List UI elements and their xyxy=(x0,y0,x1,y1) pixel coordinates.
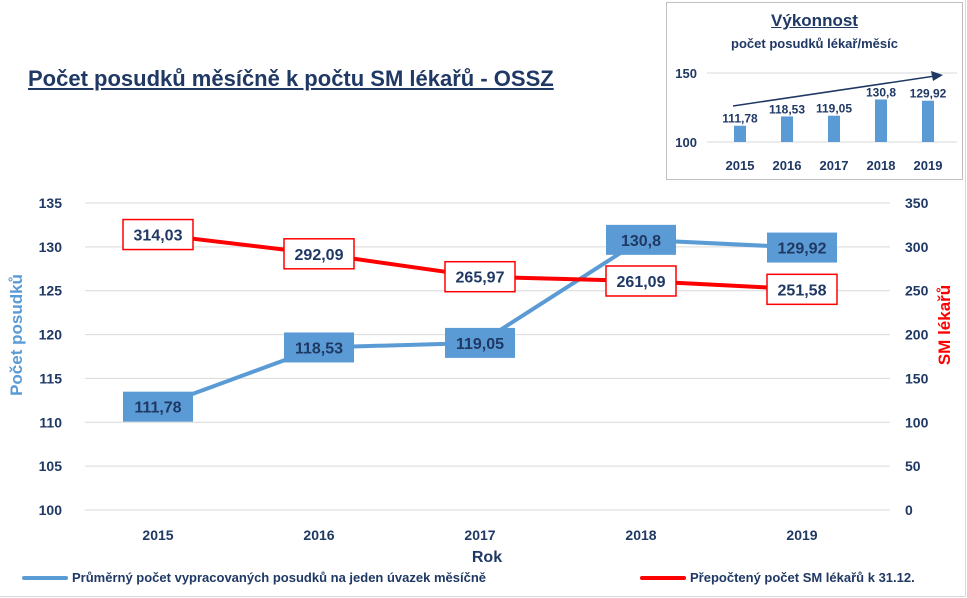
y-tick-label: 115 xyxy=(39,370,62,386)
legend: Průměrný počet vypracovaných posudků na … xyxy=(22,570,962,590)
inset-subtitle: počet posudků lékař/měsíc xyxy=(731,36,898,51)
data-label-lekari: 314,03 xyxy=(134,228,183,245)
y2-tick-label: 0 xyxy=(905,502,913,518)
y-tick-label: 110 xyxy=(39,414,62,430)
legend-item-blue: Průměrný počet vypracovaných posudků na … xyxy=(22,570,486,585)
data-label-lekari: 261,09 xyxy=(617,274,666,291)
inset-bar xyxy=(828,115,840,142)
inset-x-tick-label: 2016 xyxy=(773,158,802,173)
inset-data-label: 111,78 xyxy=(722,112,758,126)
data-label-box-lekari xyxy=(122,218,194,251)
y-axis-label: Počet posudků xyxy=(7,274,26,396)
data-label-lekari: 251,58 xyxy=(778,282,827,299)
inset-data-label: 130,8 xyxy=(866,85,896,99)
data-label-lekari: 292,09 xyxy=(295,247,344,264)
trend-arrow-head xyxy=(931,71,943,81)
data-label-box-lekari xyxy=(444,260,516,293)
x-tick-label: 2017 xyxy=(464,527,495,543)
inset-chart-panel: Výkonnost počet posudků lékař/měsíc 100 1… xyxy=(666,2,963,180)
inset-data-label: 118,53 xyxy=(769,102,805,116)
y-tick-label: 135 xyxy=(39,195,63,211)
data-label-box-posudky xyxy=(284,332,354,363)
inset-data-label: 119,05 xyxy=(816,102,852,116)
data-label-posudky: 119,05 xyxy=(456,336,504,353)
data-label-box-posudky xyxy=(123,391,193,422)
y-tick-label: 120 xyxy=(39,327,63,343)
inset-bar-chart: 100 150 111,78 118,53 119,05 130,8 129,92 2015 2… xyxy=(675,66,957,173)
data-label-posudky: 129,92 xyxy=(778,241,827,258)
inset-y-tick-label: 150 xyxy=(675,66,697,81)
y-tick-label: 105 xyxy=(39,458,63,474)
y-tick-label: 125 xyxy=(39,283,63,299)
y2-tick-label: 250 xyxy=(905,283,929,299)
inset-data-label: 129,92 xyxy=(910,87,947,101)
x-tick-label: 2018 xyxy=(625,527,656,543)
data-label-posudky: 111,78 xyxy=(134,400,181,417)
inset-bar xyxy=(875,99,887,142)
data-label-posudky: 118,53 xyxy=(295,340,343,357)
inset-x-tick-label: 2019 xyxy=(914,158,943,173)
data-label-box-lekari xyxy=(605,265,677,297)
x-tick-label: 2019 xyxy=(786,527,817,543)
inset-x-tick-label: 2017 xyxy=(820,158,849,173)
inset-bar xyxy=(922,100,934,142)
legend-label-red: Přepočtený počet SM lékařů k 31.12. xyxy=(690,570,915,585)
y2-tick-label: 50 xyxy=(905,458,921,474)
inset-y-tick-label: 100 xyxy=(675,135,697,150)
y-tick-label: 130 xyxy=(39,239,63,255)
legend-swatch-blue xyxy=(22,575,68,580)
data-label-box-posudky xyxy=(606,224,676,255)
data-label-box-lekari xyxy=(766,273,838,306)
legend-label-blue: Průměrný počet vypracovaných posudků na … xyxy=(72,570,486,585)
inset-x-tick-label: 2015 xyxy=(726,158,755,173)
inset-x-tick-label: 2018 xyxy=(867,158,896,173)
y2-axis-label: SM lékařů xyxy=(935,285,954,365)
chart-title: Počet posudků měsíčně k počtu SM lékařů … xyxy=(28,66,554,91)
trend-arrow-line xyxy=(732,75,936,107)
data-label-box-lekari xyxy=(283,238,355,270)
legend-swatch-red xyxy=(640,575,686,580)
x-tick-label: 2015 xyxy=(142,527,173,543)
inset-title: Výkonnost xyxy=(771,11,858,30)
data-label-posudky: 130,8 xyxy=(621,233,661,250)
data-label-box-posudky xyxy=(767,232,837,263)
legend-item-red: Přepočtený počet SM lékařů k 31.12. xyxy=(640,570,915,585)
y2-tick-label: 100 xyxy=(905,414,929,430)
x-axis-label: Rok xyxy=(472,549,502,566)
y2-tick-label: 350 xyxy=(905,195,929,211)
data-label-lekari: 265,97 xyxy=(456,270,505,287)
inset-bar xyxy=(734,125,746,142)
data-label-box-posudky xyxy=(445,327,515,358)
inset-bar xyxy=(781,116,793,142)
y2-tick-label: 150 xyxy=(905,370,929,386)
y2-tick-label: 300 xyxy=(905,239,929,255)
y2-tick-label: 200 xyxy=(905,327,929,343)
x-tick-label: 2016 xyxy=(303,527,334,543)
y-tick-label: 100 xyxy=(39,502,63,518)
